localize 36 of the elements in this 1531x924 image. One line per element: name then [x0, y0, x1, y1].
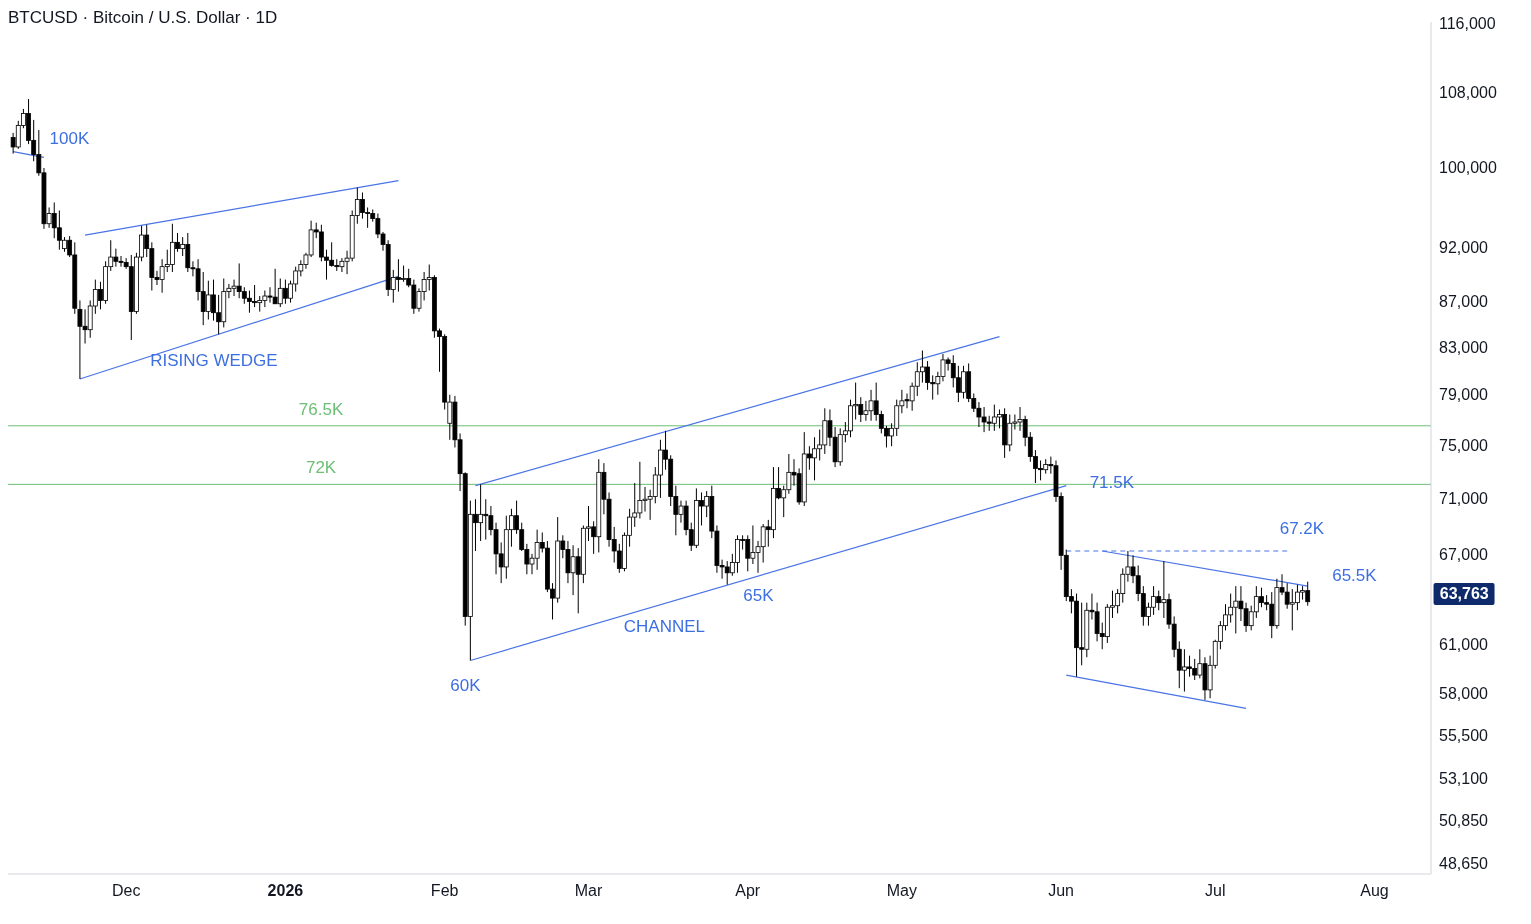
y-tick-label: 87,000: [1439, 293, 1489, 311]
x-tick-label: Apr: [735, 882, 761, 899]
y-tick-label: 92,000: [1439, 239, 1489, 257]
y-tick-label: 100,000: [1439, 158, 1497, 176]
y-tick-label: 79,000: [1439, 386, 1489, 404]
y-tick-label: 67,000: [1439, 545, 1489, 563]
y-tick-label: 48,650: [1439, 854, 1489, 872]
chart-title: BTCUSD · Bitcoin / U.S. Dollar · 1D: [8, 8, 278, 28]
y-tick-label: 116,000: [1439, 15, 1496, 33]
annotation: 60K: [450, 675, 481, 696]
x-tick-label: 2026: [267, 882, 304, 899]
annotation: 67.2K: [1279, 518, 1325, 539]
y-tick-label: 53,100: [1439, 770, 1489, 788]
y-tick-label: 55,500: [1439, 727, 1489, 745]
y-tick-label: 75,000: [1439, 436, 1489, 454]
y-tick-label: 83,000: [1439, 338, 1489, 356]
text: 63,763: [1433, 582, 1495, 605]
x-tick-label: Dec: [111, 882, 141, 899]
x-tick-label: Feb: [430, 882, 459, 899]
x-tick-label: May: [886, 882, 917, 899]
x-tick-label: Jun: [1048, 882, 1075, 899]
x-tick-label: Aug: [1360, 882, 1389, 899]
annotation: 100K: [49, 128, 90, 149]
y-tick-label: 50,850: [1439, 811, 1489, 829]
ref-line-label: 76.5K: [298, 399, 344, 419]
x-tick-label: Jul: [1205, 882, 1226, 899]
annotation: 65K: [743, 585, 774, 606]
y-tick-label: 61,000: [1439, 636, 1489, 654]
y-tick-label: 71,000: [1439, 489, 1489, 507]
x-tick-label: Mar: [574, 882, 603, 899]
annotation: RISING WEDGE: [150, 350, 278, 371]
annotation: CHANNEL: [623, 617, 705, 638]
y-tick-label: 58,000: [1439, 684, 1489, 702]
y-tick-label: 108,000: [1439, 84, 1497, 102]
annotation: 65.5K: [1332, 566, 1377, 587]
ref-line-label: 72K: [305, 458, 337, 478]
